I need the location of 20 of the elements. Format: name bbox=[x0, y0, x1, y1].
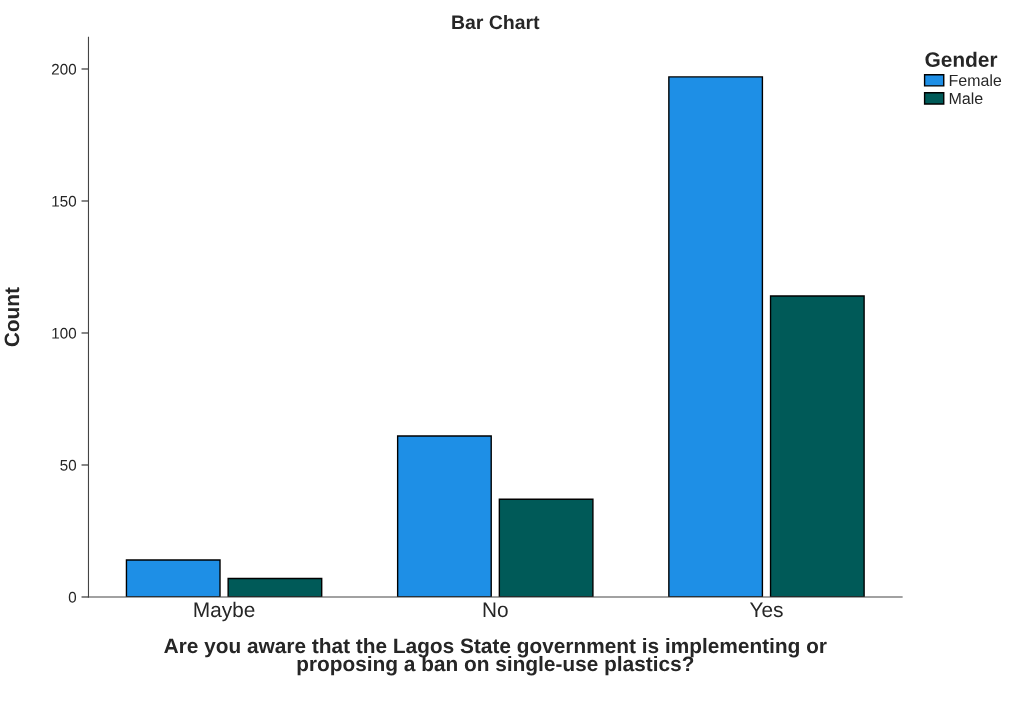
y-tick-label: 200 bbox=[51, 63, 77, 75]
y-tick-label: 50 bbox=[60, 459, 77, 471]
legend-label: Female bbox=[949, 74, 1002, 87]
x-tick-label: Yes bbox=[749, 602, 783, 618]
y-tick-label: 150 bbox=[52, 195, 77, 207]
bar bbox=[498, 498, 594, 597]
x-tick-label: Maybe bbox=[194, 601, 255, 622]
bar bbox=[668, 76, 764, 597]
legend-label: Male bbox=[949, 92, 983, 105]
legend-title: Gender bbox=[925, 51, 998, 67]
y-tick-label: 100 bbox=[52, 327, 77, 339]
y-tick-label: 0 bbox=[68, 591, 77, 603]
x-axis-title: Are you aware that the Lagos State government is implementing or proposing a ban on single-use plastics? bbox=[164, 637, 827, 676]
bar bbox=[227, 577, 323, 597]
y-axis-title: Count bbox=[4, 287, 20, 347]
bar bbox=[769, 295, 865, 597]
chart-title: Bar Chart bbox=[452, 14, 540, 30]
bar bbox=[125, 559, 221, 597]
bar bbox=[396, 435, 492, 597]
x-tick-label: No bbox=[483, 602, 508, 618]
